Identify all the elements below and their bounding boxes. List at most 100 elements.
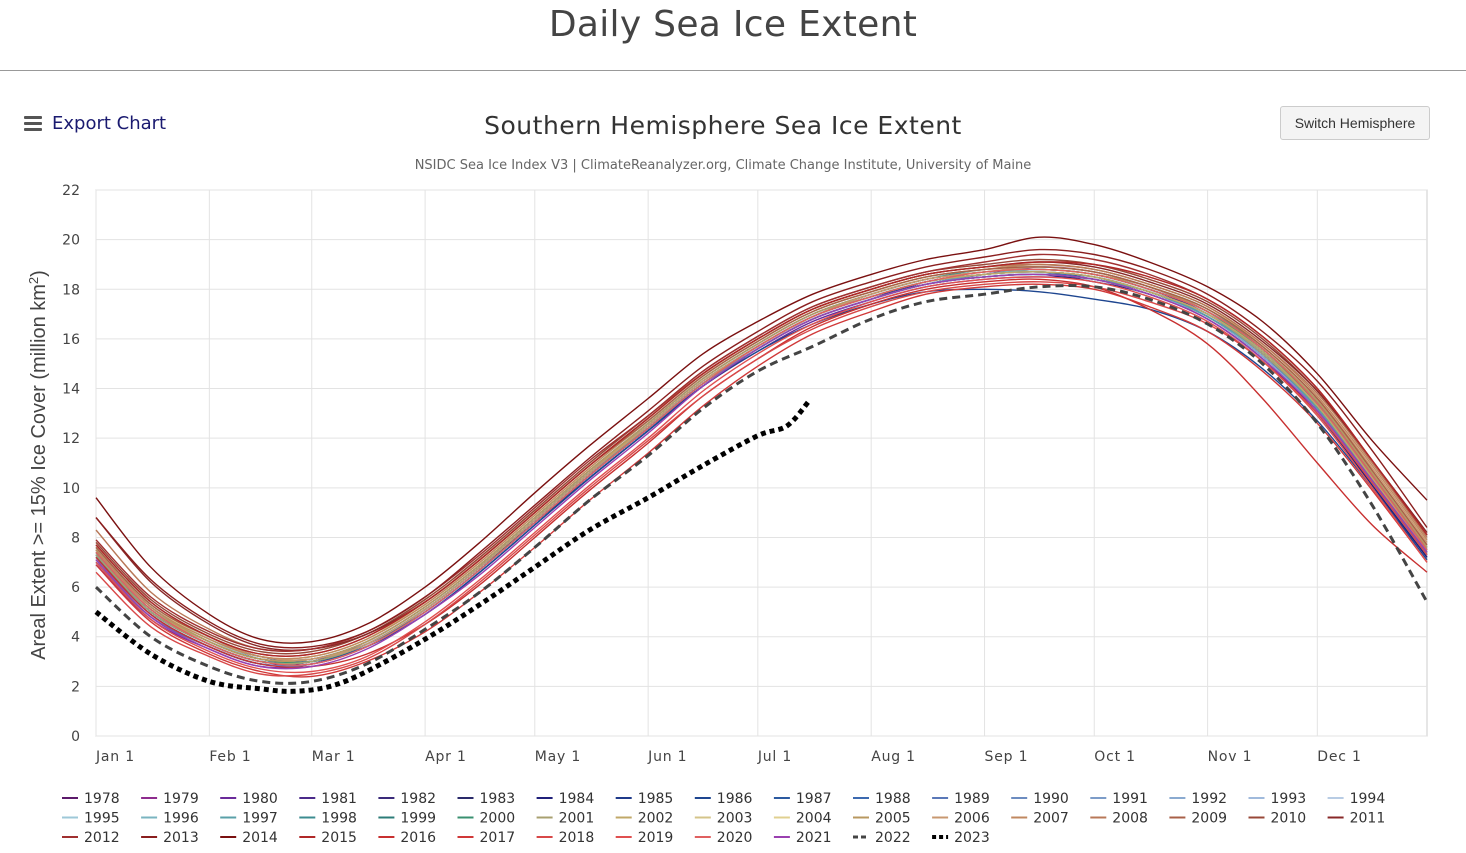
legend-label: 1981	[321, 791, 357, 807]
legend-item-2013[interactable]: 2013	[141, 830, 199, 846]
legend-label: 2014	[242, 830, 278, 846]
legend-item-2019[interactable]: 2019	[615, 830, 674, 846]
legend-item-1990[interactable]: 1990	[1011, 791, 1069, 807]
legend-item-1987[interactable]: 1987	[773, 791, 832, 807]
legend-label: 2012	[84, 830, 120, 846]
legend-item-1999[interactable]: 1999	[378, 811, 436, 827]
export-chart-button[interactable]: Export Chart	[24, 113, 166, 134]
legend-item-2016[interactable]: 2016	[378, 830, 436, 846]
series-line-2019	[95, 276, 1428, 674]
legend-label: 1990	[1033, 791, 1069, 807]
legend-label: 2000	[480, 811, 516, 827]
legend-item-1985[interactable]: 1985	[615, 791, 674, 807]
series-line-1993	[95, 271, 1428, 665]
legend-label: 2013	[163, 830, 199, 846]
y-tick-label: 16	[62, 332, 80, 348]
legend-item-2022[interactable]: 2022	[853, 830, 911, 846]
legend-label: 1996	[163, 811, 199, 827]
legend-item-1978[interactable]: 1978	[62, 791, 120, 807]
legend-item-2017[interactable]: 2017	[457, 830, 516, 846]
legend-item-2007[interactable]: 2007	[1011, 811, 1069, 827]
axis-ticks: 0 2 4 6 8 10 12 14 16 18 20 22 Jan 1 Feb 1 Mar 1 Apr 1 M…	[62, 183, 1361, 765]
series-line-1999	[95, 271, 1428, 665]
series-line-2013	[95, 248, 1428, 649]
legend-label: 2019	[638, 830, 674, 846]
legend-item-1997[interactable]: 1997	[220, 811, 278, 827]
x-tick-label: Nov 1	[1208, 749, 1253, 765]
series-line-2018	[95, 281, 1428, 677]
legend-label: 2002	[638, 811, 674, 827]
y-tick-label: 2	[71, 679, 80, 695]
series-line-2017	[95, 283, 1428, 678]
legend-label: 2003	[717, 811, 753, 827]
legend-item-1998[interactable]: 1998	[299, 811, 357, 827]
legend-item-1986[interactable]: 1986	[694, 791, 753, 807]
legend-label: 2023	[954, 830, 990, 846]
legend-label: 1995	[84, 811, 120, 827]
legend-item-2021[interactable]: 2021	[773, 830, 832, 846]
legend-item-2002[interactable]: 2002	[615, 811, 674, 827]
legend-label: 1987	[796, 791, 832, 807]
legend-item-2004[interactable]: 2004	[773, 811, 832, 827]
legend-item-2006[interactable]: 2006	[932, 811, 990, 827]
legend-label: 2021	[796, 830, 832, 846]
legend-item-2012[interactable]: 2012	[62, 830, 120, 846]
legend-item-2014[interactable]: 2014	[220, 830, 278, 846]
legend-item-2020[interactable]: 2020	[694, 830, 753, 846]
chart-subtitle: NSIDC Sea Ice Index V3 | ClimateReanalyz…	[415, 158, 1032, 173]
series-line-2021	[95, 273, 1428, 670]
legend-item-2011[interactable]: 2011	[1327, 811, 1386, 827]
legend-item-2018[interactable]: 2018	[536, 830, 595, 846]
legend-item-2015[interactable]: 2015	[299, 830, 357, 846]
legend-label: 2005	[875, 811, 911, 827]
x-tick-label: Jul 1	[757, 749, 792, 765]
legend-item-1981[interactable]: 1981	[299, 791, 357, 807]
series-lines	[94, 236, 1429, 694]
legend-item-1996[interactable]: 1996	[141, 811, 199, 827]
legend-item-1982[interactable]: 1982	[378, 791, 436, 807]
legend-label: 1997	[242, 811, 278, 827]
legend-item-1984[interactable]: 1984	[536, 791, 595, 807]
legend-label: 1998	[321, 811, 357, 827]
legend-label: 2015	[321, 830, 357, 846]
legend-item-1991[interactable]: 1991	[1090, 791, 1148, 807]
legend-item-1983[interactable]: 1983	[457, 791, 516, 807]
x-tick-label: May 1	[535, 749, 581, 765]
legend-label: 2022	[875, 830, 911, 846]
series-line-2014	[95, 236, 1428, 644]
page-title: Daily Sea Ice Extent	[548, 4, 918, 45]
legend-item-1979[interactable]: 1979	[141, 791, 199, 807]
y-tick-label: 0	[71, 729, 80, 745]
legend-item-1992[interactable]: 1992	[1169, 791, 1227, 807]
legend-item-1980[interactable]: 1980	[220, 791, 278, 807]
legend-item-2001[interactable]: 2001	[536, 811, 595, 827]
legend-item-1994[interactable]: 1994	[1327, 791, 1386, 807]
legend-label: 1984	[559, 791, 595, 807]
x-tick-label: Feb 1	[209, 749, 251, 765]
y-tick-label: 22	[62, 183, 80, 199]
series-line-1994	[95, 271, 1428, 662]
legend-item-2005[interactable]: 2005	[853, 811, 911, 827]
y-tick-label: 4	[71, 630, 80, 646]
legend-label: 2006	[954, 811, 990, 827]
series-line-1985	[95, 271, 1428, 664]
legend-item-1989[interactable]: 1989	[932, 791, 990, 807]
legend-item-1993[interactable]: 1993	[1248, 791, 1307, 807]
series-line-1986	[95, 288, 1428, 663]
legend-item-1995[interactable]: 1995	[62, 811, 120, 827]
legend-label: 1978	[84, 791, 120, 807]
legend-item-2008[interactable]: 2008	[1090, 811, 1148, 827]
legend-item-2003[interactable]: 2003	[694, 811, 753, 827]
legend-label: 2009	[1191, 811, 1227, 827]
y-tick-label: 12	[62, 431, 80, 447]
legend-item-2010[interactable]: 2010	[1248, 811, 1307, 827]
switch-hemisphere-button[interactable]: Switch Hemisphere	[1280, 106, 1430, 140]
legend-item-2000[interactable]: 2000	[457, 811, 516, 827]
legend-label: 2001	[559, 811, 595, 827]
legend-item-2009[interactable]: 2009	[1169, 811, 1227, 827]
legend-item-2023[interactable]: 2023	[932, 830, 990, 846]
legend-label: 1989	[954, 791, 990, 807]
x-tick-label: Oct 1	[1094, 749, 1136, 765]
legend-item-1988[interactable]: 1988	[853, 791, 911, 807]
